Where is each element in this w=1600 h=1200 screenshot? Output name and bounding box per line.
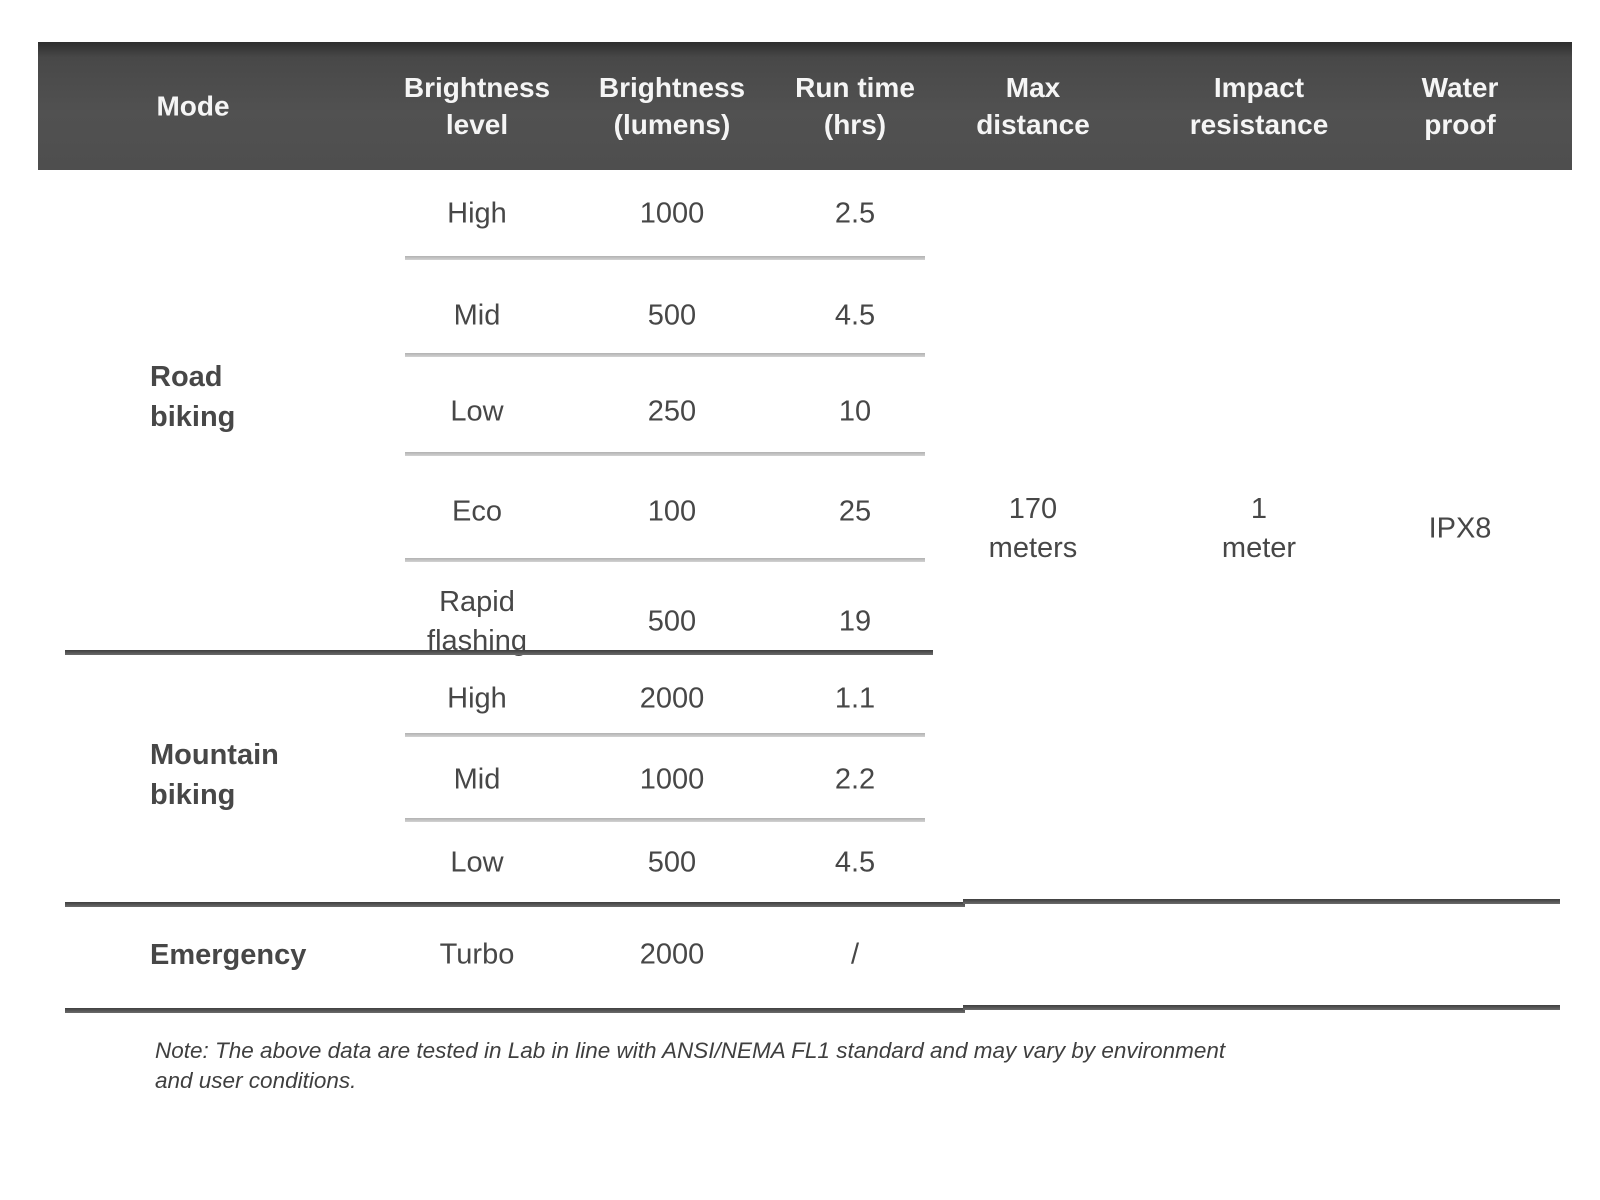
cell-level: High (447, 197, 507, 230)
cell-lumens: 1000 (639, 197, 705, 230)
cell-max-distance: 170 meters (988, 493, 1078, 564)
cell-lumens: 500 (647, 605, 697, 638)
cell-run-time: / (850, 938, 860, 971)
row-divider (405, 558, 925, 562)
section-divider (65, 902, 965, 907)
table-bottom-divider (963, 1005, 1560, 1010)
cell-level: Eco (452, 495, 502, 528)
cell-water-proof: IPX8 (1428, 512, 1492, 545)
col-header-brightness-level: Brightness level (403, 72, 551, 140)
cell-lumens: 2000 (639, 682, 705, 715)
col-header-run-time: Run time (hrs) (795, 72, 915, 140)
cell-run-time: 1.1 (834, 682, 876, 715)
cell-run-time: 4.5 (834, 846, 876, 879)
section-divider (65, 650, 933, 655)
cell-lumens: 100 (647, 495, 697, 528)
row-divider (405, 452, 925, 456)
cell-run-time: 4.5 (834, 299, 876, 332)
cell-level: High (447, 682, 507, 715)
cell-lumens: 500 (647, 299, 697, 332)
cell-lumens: 500 (647, 846, 697, 879)
table-bottom-divider (65, 1008, 965, 1013)
col-header-water-proof: Water proof (1421, 72, 1499, 140)
col-header-mode: Mode (156, 90, 230, 122)
table-header-bar (38, 42, 1572, 170)
col-header-max-distance: Max distance (976, 72, 1090, 140)
note-text: Note: The above data are tested in Lab i… (155, 1038, 1226, 1093)
cell-lumens: 1000 (639, 763, 705, 796)
cell-run-time: 2.5 (834, 197, 876, 230)
row-divider (405, 733, 925, 737)
section-divider (963, 899, 1560, 904)
cell-level: Turbo (439, 938, 515, 971)
cell-level: Low (450, 846, 504, 879)
cell-level: Mid (453, 299, 501, 332)
cell-run-time: 10 (838, 395, 872, 428)
col-header-brightness-lumens: Brightness (lumens) (598, 72, 746, 140)
cell-run-time: 2.2 (834, 763, 876, 796)
mode-label-emergency: Emergency (150, 939, 307, 971)
col-header-impact-resistance: Impact resistance (1189, 72, 1329, 140)
mode-label-road-biking: Road biking (150, 361, 236, 433)
cell-lumens: 2000 (639, 938, 705, 971)
cell-level: Low (450, 395, 504, 428)
row-divider (405, 256, 925, 260)
cell-lumens: 250 (647, 395, 697, 428)
cell-level: Mid (453, 763, 501, 796)
cell-impact-resistance: 1 meter (1221, 493, 1297, 564)
row-divider (405, 353, 925, 357)
cell-run-time: 25 (838, 495, 872, 528)
row-divider (405, 818, 925, 822)
mode-label-mountain-biking: Mountain biking (150, 739, 279, 811)
cell-run-time: 19 (838, 605, 872, 638)
